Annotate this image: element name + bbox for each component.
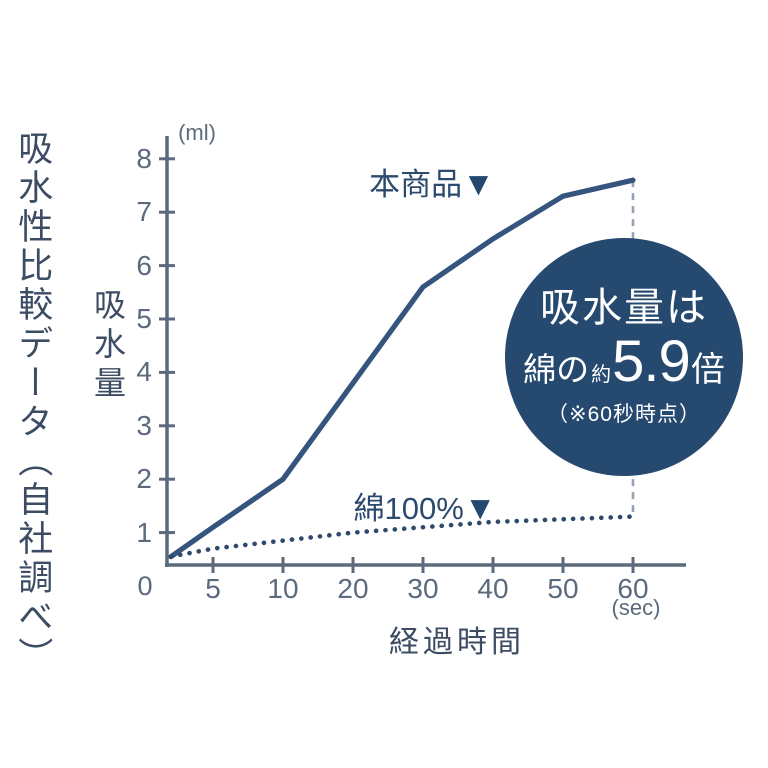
y-tick-label: 2 bbox=[136, 463, 152, 495]
y-tick-label: 5 bbox=[136, 303, 152, 334]
series-line-product bbox=[168, 177, 636, 560]
badge-ratio-value: 5.9 bbox=[612, 328, 691, 394]
badge-note: （※60秒時点） bbox=[547, 403, 701, 427]
badge-line1: 吸水量は bbox=[540, 285, 708, 330]
badge-prefix: 綿の bbox=[523, 350, 590, 388]
x-tick-label: 40 bbox=[477, 573, 509, 604]
x-tick-label: 20 bbox=[337, 573, 369, 604]
x-tick-label: 60 bbox=[617, 573, 649, 604]
badge-approx: 約 bbox=[591, 363, 612, 386]
y-tick-label: 7 bbox=[136, 196, 152, 228]
triangle-down-icon: ▼ bbox=[462, 165, 495, 202]
badge-suffix: 倍 bbox=[690, 350, 725, 389]
y-axis-label: 吸水量 bbox=[90, 288, 126, 405]
series-line-cotton bbox=[168, 514, 636, 559]
series-label-cotton: 綿100%▼ bbox=[330, 483, 520, 528]
y-tick-label: 1 bbox=[136, 516, 152, 548]
x-tick-label: 30 bbox=[407, 573, 439, 604]
badge-line2: 綿の 約 5.9 倍 bbox=[523, 328, 725, 394]
y-tick-label: 6 bbox=[136, 249, 152, 281]
ratio-badge: 吸水量は 綿の 約 5.9 倍 （※60秒時点） bbox=[505, 238, 743, 476]
x-axis-unit: (sec) bbox=[611, 595, 661, 620]
y-tick-label: 4 bbox=[136, 356, 152, 388]
y-axis-unit: (ml) bbox=[178, 120, 216, 145]
series-label-product: 本商品▼ bbox=[327, 159, 537, 204]
chart-title-vertical: 吸水性比較データ（自社調べ） bbox=[13, 130, 53, 676]
triangle-down-icon: ▼ bbox=[463, 489, 497, 526]
y-tick-label: 3 bbox=[136, 409, 152, 441]
y-tick-label: 8 bbox=[136, 142, 152, 174]
x-tick-label: 50 bbox=[547, 573, 579, 604]
origin-tick-label: 0 bbox=[137, 571, 153, 601]
x-axis-label: 経過時間 bbox=[389, 626, 525, 659]
x-tick-label: 10 bbox=[267, 573, 299, 604]
series-label-product-text: 本商品 bbox=[369, 167, 463, 202]
x-tick-label: 5 bbox=[205, 573, 221, 604]
series-label-cotton-text: 綿100% bbox=[353, 491, 464, 526]
